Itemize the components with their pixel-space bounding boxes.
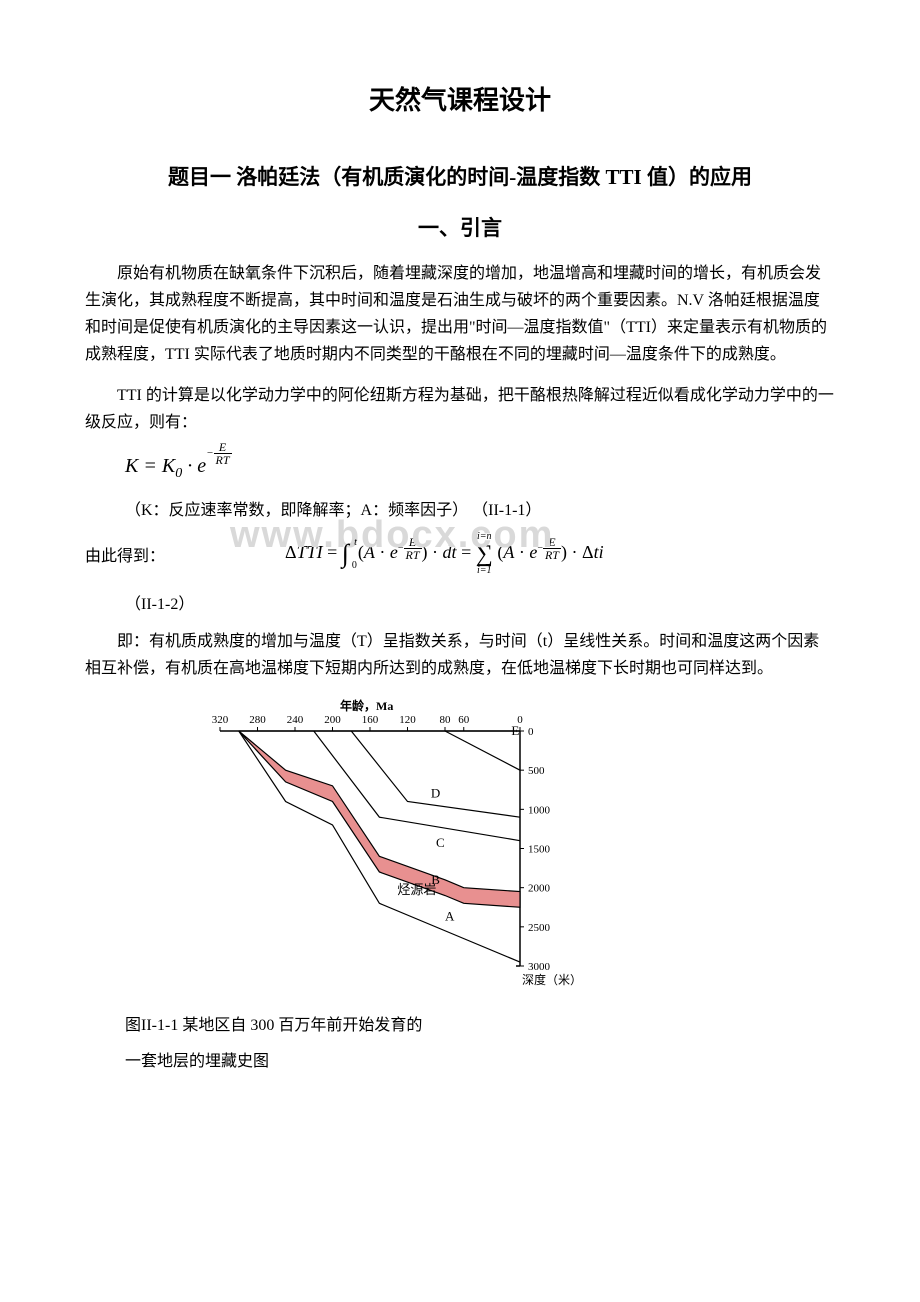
svg-text:500: 500 (528, 766, 545, 778)
svg-text:160: 160 (362, 714, 379, 726)
formula-2: ΔTTI = ∫t0 (A · e−ERT) · dt = i=n∑i=1 (A… (285, 532, 604, 576)
paragraph-4: 即：有机质成熟度的增加与温度（T）呈指数关系，与时间（t）呈线性关系。时间和温度… (85, 628, 835, 682)
svg-text:280: 280 (249, 714, 266, 726)
main-title: 天然气课程设计 (85, 80, 835, 117)
svg-text:2000: 2000 (528, 883, 551, 895)
formula-2-ref: （II-1-2） (125, 590, 835, 614)
svg-text:年龄，Ma: 年龄，Ma (340, 698, 393, 713)
figure-caption-line2: 一套地层的埋藏史图 (125, 1047, 835, 1071)
svg-text:3000: 3000 (528, 961, 551, 973)
figure-caption-line1: 图II-1-1 某地区自 300 百万年前开始发育的 (125, 1011, 835, 1035)
svg-text:0: 0 (528, 726, 534, 738)
svg-text:60: 60 (458, 714, 470, 726)
paragraph-1: 原始有机物质在缺氧条件下沉积后，随着埋藏深度的增加，地温增高和埋藏时间的增长，有… (85, 260, 835, 369)
svg-text:C: C (436, 835, 445, 850)
svg-text:200: 200 (324, 714, 341, 726)
svg-text:烃源岩: 烃源岩 (397, 882, 436, 897)
subsection-title: 一、引言 (85, 212, 835, 242)
svg-text:320: 320 (212, 714, 229, 726)
svg-text:A: A (445, 909, 455, 924)
svg-text:2500: 2500 (528, 922, 551, 934)
svg-text:80: 80 (440, 714, 452, 726)
svg-text:深度（米）: 深度（米） (522, 972, 580, 987)
svg-text:120: 120 (399, 714, 416, 726)
formula-2-prefix: 由此得到： (85, 542, 165, 566)
svg-text:D: D (431, 786, 440, 801)
svg-text:240: 240 (287, 714, 304, 726)
formula-1: K = K0 · e−ERT (125, 451, 835, 482)
svg-text:1500: 1500 (528, 844, 551, 856)
svg-text:1000: 1000 (528, 805, 551, 817)
figure-burial-history: 32028024020016012080600年龄，Ma050010001500… (180, 696, 835, 1001)
svg-text:E: E (511, 723, 519, 738)
section-title: 题目一 洛帕廷法（有机质演化的时间-温度指数 TTI 值）的应用 (85, 162, 835, 194)
paragraph-2: TTI 的计算是以化学动力学中的阿伦纽斯方程为基础，把干酪根热降解过程近似看成化… (85, 382, 835, 436)
formula-1-note: （K：反应速率常数，即降解率；A：频率因子） （II-1-1） (125, 496, 835, 520)
